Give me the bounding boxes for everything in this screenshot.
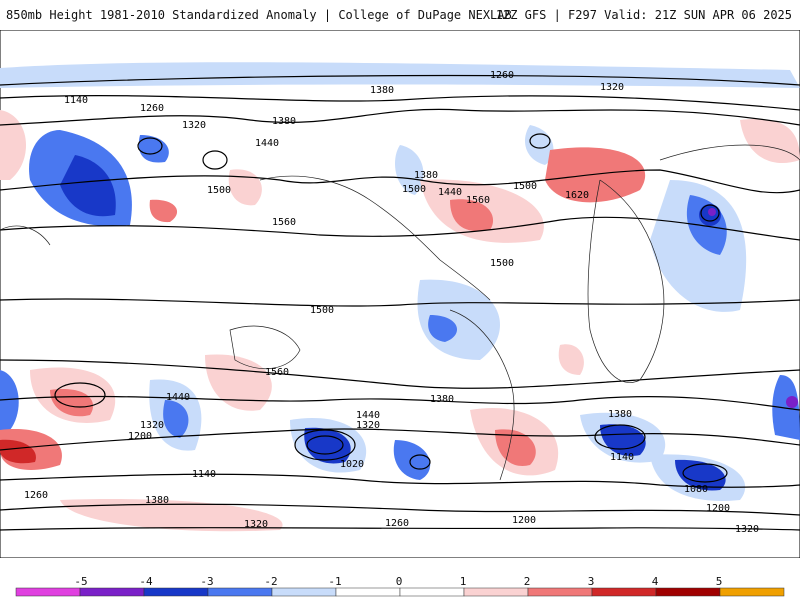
colorbar-tick: -1 <box>328 575 342 588</box>
colorbar-block <box>15 587 81 597</box>
contour-label: 1380 <box>430 394 454 405</box>
colorbar-block <box>527 587 593 597</box>
contour-label: 1500 <box>207 185 231 196</box>
colorbar <box>15 587 785 597</box>
colorbar-blocks <box>15 587 785 597</box>
height-contours <box>0 74 800 531</box>
negative-anomaly-regions <box>0 62 800 501</box>
contour-label: 1380 <box>272 116 296 127</box>
contour-label: 1380 <box>608 409 632 420</box>
contour-label: 1260 <box>490 70 514 81</box>
contour-label: 1320 <box>182 120 206 131</box>
contour-label: 1380 <box>414 170 438 181</box>
contour-label: 1560 <box>466 195 490 206</box>
contour-label: 1320 <box>244 519 268 530</box>
contour-labels: 1260 1140 1380 1320 1260 1320 1440 1380 … <box>24 70 759 535</box>
contour-label: 1200 <box>512 515 536 526</box>
contour-label: 1380 <box>145 495 169 506</box>
contour-label: 1500 <box>490 258 514 269</box>
colorbar-tick: 3 <box>587 575 595 588</box>
header: 850mb Height 1981-2010 Standardized Anom… <box>0 0 800 30</box>
contour-label: 1620 <box>565 190 589 201</box>
contour-label: 1260 <box>140 103 164 114</box>
contour-label: 1560 <box>272 217 296 228</box>
contour-label: 1140 <box>610 452 634 463</box>
contour-label: 1440 <box>166 392 190 403</box>
colorbar-block <box>79 587 145 597</box>
contour-label: 1380 <box>370 85 394 96</box>
colorbar-tick: 0 <box>395 575 403 588</box>
contour-label: 1080 <box>684 484 708 495</box>
contour-label: 1440 <box>255 138 279 149</box>
contour-label: 1500 <box>402 184 426 195</box>
contour-label: 1320 <box>140 420 164 431</box>
colorbar-block <box>463 587 529 597</box>
colorbar-tick: -3 <box>200 575 214 588</box>
anomaly-map: 1260 1140 1380 1320 1260 1320 1440 1380 … <box>0 30 800 558</box>
contour-label: 1500 <box>513 181 537 192</box>
colorbar-block <box>719 587 785 597</box>
contour-label: 1020 <box>340 459 364 470</box>
contour-label: 1440 <box>356 410 380 421</box>
colorbar-block <box>207 587 273 597</box>
contour-label: 1320 <box>735 524 759 535</box>
contour-label: 1140 <box>192 469 216 480</box>
run-info: 12Z GFS | F297 Valid: 21Z SUN APR 06 202… <box>495 8 792 22</box>
colorbar-tick: -4 <box>139 575 153 588</box>
colorbar-block <box>655 587 721 597</box>
contour-label: 1440 <box>438 187 462 198</box>
colorbar-block <box>143 587 209 597</box>
contour-label: 1320 <box>600 82 624 93</box>
contour-label: 1260 <box>24 490 48 501</box>
colorbar-tick: 1 <box>459 575 467 588</box>
colorbar-tick: 4 <box>651 575 659 588</box>
colorbar-tick: 5 <box>715 575 723 588</box>
colorbar-tick: -2 <box>264 575 278 588</box>
colorbar-tick: 2 <box>523 575 531 588</box>
colorbar-block <box>399 587 465 597</box>
contour-label: 1260 <box>385 518 409 529</box>
contour-label: 1200 <box>128 431 152 442</box>
coastlines <box>0 144 800 481</box>
map-title: 850mb Height 1981-2010 Standardized Anom… <box>6 8 512 22</box>
positive-anomaly-regions <box>0 110 800 532</box>
contour-label: 1200 <box>706 503 730 514</box>
colorbar-block <box>335 587 401 597</box>
colorbar-block <box>271 587 337 597</box>
contour-label: 1560 <box>265 367 289 378</box>
colorbar-tick: -5 <box>74 575 88 588</box>
contour-label: 1140 <box>64 95 88 106</box>
contour-label: 1500 <box>310 305 334 316</box>
contour-label: 1320 <box>356 420 380 431</box>
colorbar-block <box>591 587 657 597</box>
